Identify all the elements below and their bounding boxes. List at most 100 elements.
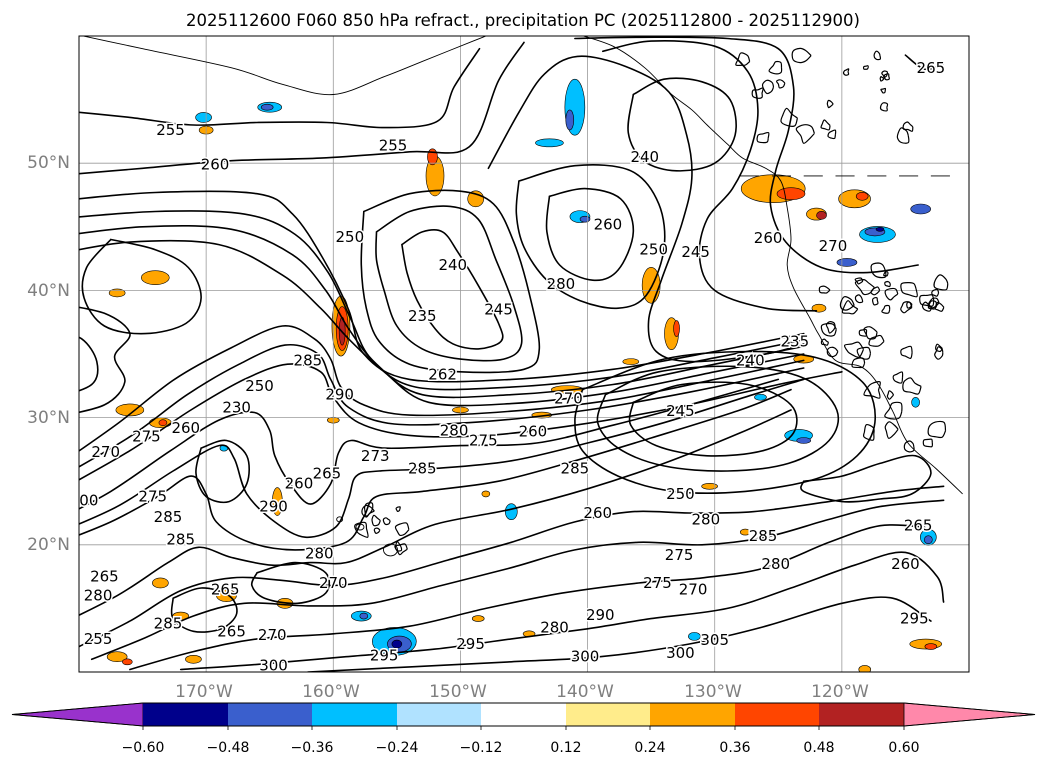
map-frame [78,35,970,673]
precip-patch [108,288,126,298]
contour-line [574,350,876,494]
contour-label: 230 [222,398,251,416]
contour-line [81,238,202,335]
contour-line [574,36,919,274]
contour-label: 260 [285,475,314,493]
contour-label: 285 [561,459,590,477]
contour-squiggle [884,287,899,301]
colorbar-bin [228,703,312,726]
contour-squiggle [879,75,885,82]
contour-label: 295 [900,610,929,628]
contour-line [79,47,481,129]
contour-label: 300 [571,648,600,666]
contour-label: 280 [440,421,469,439]
contour-squiggle [843,341,865,358]
contour-squiggle [935,343,943,353]
contour-label: 285 [154,615,183,633]
contour-line [79,190,805,383]
contour-label: 270 [679,580,708,598]
precip-patch [858,665,872,672]
contour-squiggle [884,280,891,288]
contour-label: 245 [484,300,513,318]
map-background [79,36,969,672]
precip-patch [565,109,575,131]
lat-label-20n: 20°N [27,535,70,555]
contour-label: 270 [258,626,287,644]
contour-label: 260 [891,555,920,573]
contour-squiggle [825,321,836,334]
contour-squiggle [921,301,933,312]
figure-title: 2025112600 F060 850 hPa refract., precip… [186,11,860,30]
precip-patch [115,403,145,417]
contour-label: 275 [643,574,672,592]
contour-squiggle [394,522,410,537]
contour-squiggle [826,346,839,358]
contour-label: 265 [90,568,119,586]
contour-squiggle [922,438,934,448]
contour-squiggle [863,381,881,399]
contour-label: 265 [917,59,946,77]
contour-label: 270 [819,237,848,255]
contour-line [79,363,843,481]
precip-patch [481,490,491,498]
colorbar [11,702,1036,730]
colorbar-bin [397,703,481,726]
contour-label: 275 [138,487,167,505]
contour-squiggle [900,345,913,359]
colorbar-bin [143,703,228,726]
colorbar-tick-labels: −0.60 −0.48 −0.36 −0.24 −0.12 0.12 0.24 … [122,740,920,756]
contour-squiggle [896,127,910,144]
contour-squiggle [373,527,381,534]
precip-patch [359,612,369,620]
contour-line [79,325,805,452]
contour-line [627,77,737,172]
contour-line [307,596,932,672]
contour-label: 295 [370,646,399,664]
contour-squiggle [927,300,938,310]
precip-patch [673,320,680,337]
coastline-path [81,36,488,96]
contour-squiggle [780,107,798,127]
map-area: 255 260 255 240 265 250 240 235 245 280 260 250 245 2… [35,36,969,672]
precip-patch [122,658,133,666]
contour-squiggle [933,274,949,291]
contour-squiggle [862,423,875,441]
contour-label: 240 [438,256,467,274]
contour-line [195,439,250,504]
contour-label: 265 [313,465,342,483]
colorbar-tick-label: −0.60 [122,740,165,756]
contour-squiggle [900,281,918,298]
contour-squiggle [394,541,403,552]
contour-squiggle [751,87,764,99]
contour-line [375,205,523,362]
precip-patch [816,211,827,220]
dense-contour-clutter [354,47,949,556]
contour-label: 273 [361,447,390,465]
contour-line [79,343,805,468]
contour-squiggle [873,50,882,61]
precip-patch [106,651,128,663]
contour-label: 260 [594,215,623,233]
precip-patch [911,397,920,408]
colorbar-tick-label: −0.24 [376,740,419,756]
precip-patch [622,358,640,365]
lon-label-160w: 160°W [302,682,360,702]
contour-squiggle [863,326,878,340]
precipitation-shading [35,78,943,672]
contour-line [79,41,525,175]
colorbar-bin [735,703,819,726]
precip-patch [35,578,47,588]
contour-squiggle [854,279,875,296]
contour-line [545,187,635,282]
contour-squiggle [862,65,869,70]
contour-squiggle [818,285,831,294]
contour-label: 275 [469,431,498,449]
contour-squiggle [854,277,864,285]
precip-patch [688,632,701,641]
contour-label: 275 [132,428,161,446]
precip-patch [910,203,931,215]
colorbar-tick-label: −0.12 [460,740,503,756]
contour-label: 235 [780,332,809,350]
contour-label: 270 [554,390,583,408]
contour-label: 300 [70,491,99,509]
